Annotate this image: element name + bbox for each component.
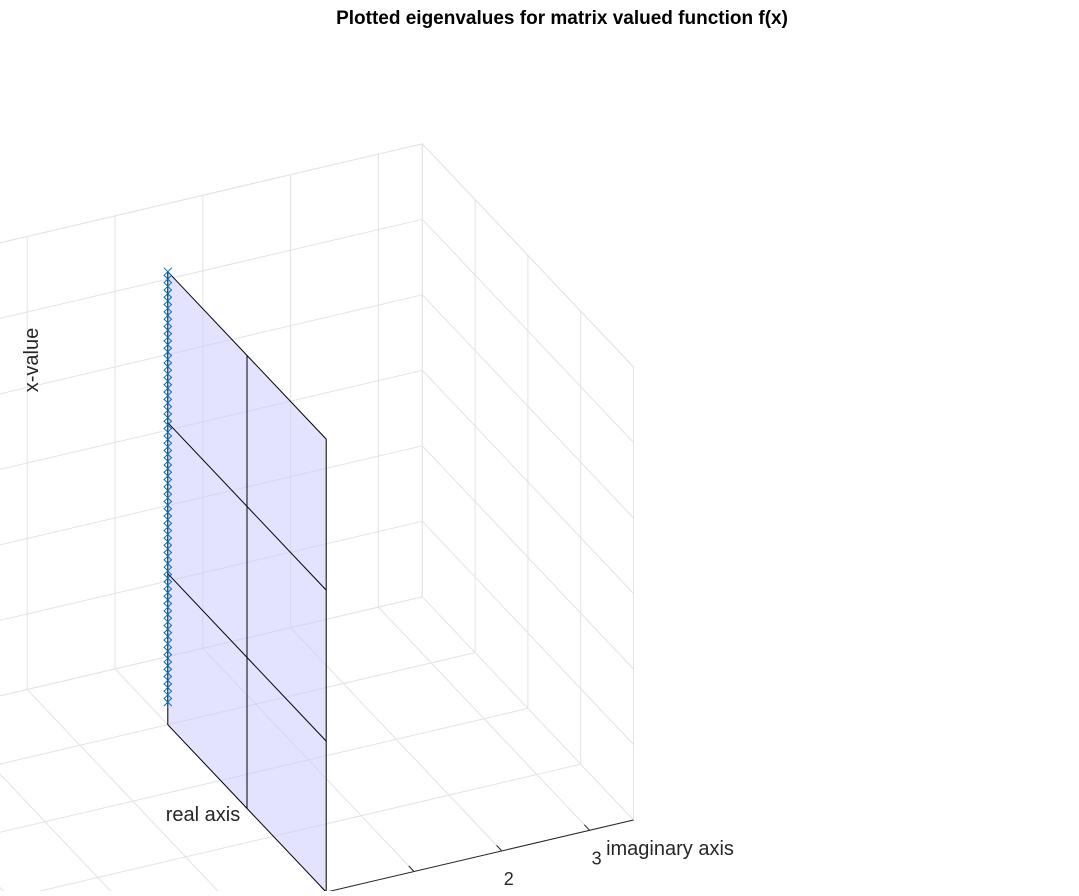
grid-line [421, 218, 634, 443]
x-marker [163, 442, 173, 452]
grid-line [421, 520, 634, 745]
y-tick-label: 3 [592, 848, 602, 868]
x-marker [163, 675, 173, 685]
x-marker [163, 537, 173, 546]
y-tick-mark [496, 844, 503, 852]
x-marker [163, 311, 173, 320]
x-marker [163, 347, 173, 357]
x-marker [163, 515, 173, 525]
x-marker [163, 435, 173, 444]
x-marker [163, 281, 173, 291]
x-marker [163, 289, 173, 298]
x-marker [163, 471, 173, 481]
x-marker [163, 683, 173, 692]
grid-line [0, 294, 423, 395]
grid-line [26, 689, 224, 896]
x-marker [163, 668, 173, 678]
grid-line [0, 218, 423, 319]
x-marker [163, 456, 173, 466]
y-tick-label: 2 [504, 869, 514, 889]
axis-box [0, 143, 634, 896]
x-marker [163, 508, 173, 517]
x-marker [163, 427, 173, 437]
x-marker [163, 697, 173, 707]
x-axis-label: real axis [166, 804, 240, 826]
grid-line [0, 143, 423, 244]
x-marker [163, 617, 173, 627]
x-marker [163, 376, 173, 386]
series-x [163, 267, 173, 707]
grid-line [0, 707, 529, 833]
x-marker [163, 318, 173, 328]
x-marker [163, 332, 173, 342]
x-marker [163, 391, 173, 401]
grid-line [0, 773, 116, 896]
x-marker [163, 559, 173, 568]
x-marker [163, 610, 173, 619]
x-marker [163, 384, 173, 393]
x-marker [163, 449, 173, 459]
x-marker [163, 602, 173, 612]
grid-line [0, 652, 476, 765]
x-marker [163, 595, 173, 605]
y-axis-label: imaginary axis [606, 838, 734, 860]
x-marker [163, 325, 173, 335]
grid-line [421, 294, 634, 519]
x-marker [163, 413, 173, 422]
x-marker [163, 661, 173, 670]
x-marker [163, 486, 173, 495]
x-marker [163, 500, 173, 510]
x-marker [163, 296, 173, 306]
x-marker [163, 529, 173, 539]
x-marker [163, 354, 173, 364]
x-marker [163, 551, 173, 561]
grid-line [0, 886, 9, 896]
x-marker [163, 544, 173, 554]
x-marker [163, 405, 173, 415]
x-marker [163, 632, 173, 641]
x-marker [163, 340, 173, 349]
x-marker [163, 566, 173, 576]
box-edge [0, 143, 423, 244]
data-markers [163, 267, 173, 707]
y-tick-mark [583, 824, 590, 831]
imaginary-zero-plane [167, 270, 327, 894]
x-marker [163, 580, 173, 590]
x-marker [163, 522, 173, 532]
grid-line [421, 445, 634, 670]
x-marker [163, 653, 173, 663]
chart-title: Plotted eigenvalues for matrix valued fu… [336, 8, 788, 29]
x-marker [163, 573, 173, 583]
y-tick-mark [408, 865, 415, 872]
x-marker [163, 362, 173, 371]
grid-lines [0, 143, 634, 896]
x-marker [163, 624, 173, 634]
box-edge [421, 143, 634, 368]
x-marker [163, 690, 173, 700]
x-marker [163, 303, 173, 313]
x-marker [163, 493, 173, 503]
x-marker [163, 588, 173, 597]
z-axis-label: x-value [21, 328, 43, 392]
x-marker [163, 478, 173, 488]
x-marker [163, 646, 173, 656]
grid-line [378, 606, 590, 831]
x-marker [163, 267, 173, 277]
grid-line [421, 369, 634, 594]
x-marker [163, 274, 173, 284]
x-marker [163, 420, 173, 430]
x-marker [163, 464, 173, 473]
grid-line [0, 369, 423, 470]
x-marker [163, 369, 173, 379]
y-axis-line [307, 819, 634, 896]
x-marker [163, 639, 173, 649]
x-marker [163, 398, 173, 408]
